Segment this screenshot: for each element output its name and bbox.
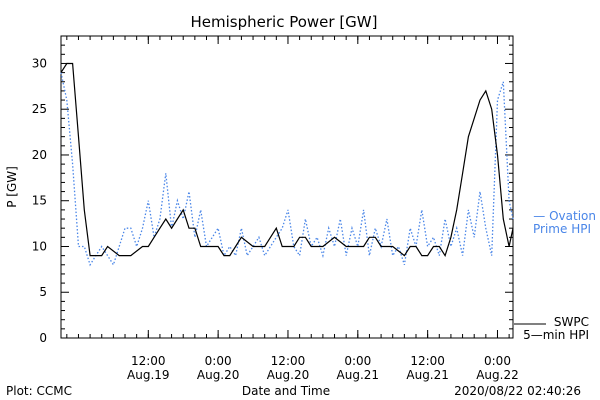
x-tick-label-date: Aug.21: [337, 368, 380, 382]
footer-timestamp: 2020/08/22 02:40:26: [454, 384, 581, 398]
y-tick-label: 15: [32, 194, 47, 208]
y-axis-label: P [GW]: [5, 166, 19, 208]
x-tick-label-time: 12:00: [271, 354, 306, 368]
y-tick-label: 30: [32, 56, 47, 70]
x-axis: 12:00Aug.190:00Aug.2012:00Aug.200:00Aug.…: [66, 36, 519, 382]
x-tick-label-date: Aug.20: [267, 368, 310, 382]
swpc-hpi-line: [60, 62, 514, 258]
x-tick-label-date: Aug.21: [406, 368, 449, 382]
x-tick-label-date: Aug.19: [127, 368, 170, 382]
chart-title: Hemispheric Power [GW]: [191, 13, 378, 31]
y-axis: 0 5 10 15 20 25 30: [32, 35, 513, 345]
y-tick-label: 20: [32, 148, 47, 162]
legend-swpc-line1: SWPC: [554, 315, 589, 329]
x-tick-label-time: 12:00: [410, 354, 445, 368]
footer-credit: Plot: CCMC: [6, 384, 72, 398]
x-tick-label-time: 0:00: [344, 354, 371, 368]
legend-swpc-line2: 5—min HPI: [523, 328, 589, 342]
legend-ovation-line2: Prime HPI: [533, 222, 591, 236]
x-tick-label-time: 0:00: [484, 354, 511, 368]
y-tick-label: 25: [32, 102, 47, 116]
y-tick-label: 5: [39, 285, 47, 299]
plot-frame: [60, 35, 514, 339]
x-tick-label-time: 12:00: [131, 354, 166, 368]
legend-ovation-line1: — Ovation: [533, 209, 596, 223]
ovation-prime-hpi-line: [60, 72, 514, 267]
x-tick-label-date: Aug.22: [476, 368, 519, 382]
x-tick-label-date: Aug.20: [197, 368, 240, 382]
y-tick-label: 10: [32, 239, 47, 253]
x-tick-label-time: 0:00: [205, 354, 232, 368]
series-layer: [60, 62, 514, 267]
y-tick-label: 0: [39, 331, 47, 345]
x-axis-label: Date and Time: [242, 384, 330, 398]
